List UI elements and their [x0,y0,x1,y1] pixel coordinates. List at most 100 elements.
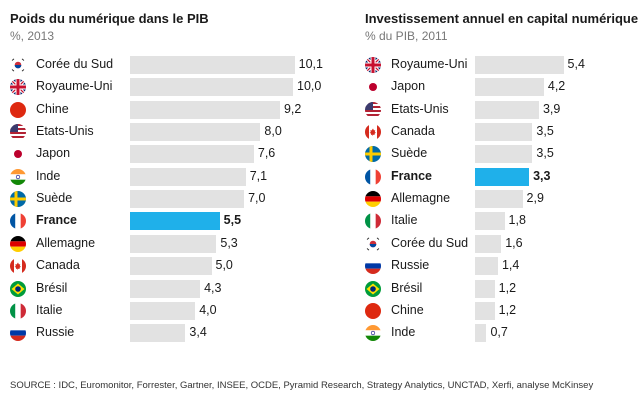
category-label: France [391,168,432,183]
data-label: 3,5 [536,146,554,161]
bar [475,301,495,320]
category-label: Canada [391,124,435,139]
category-label: Corée du Sud [391,235,469,250]
bar-row: Russie 3,4 [0,322,320,344]
bar-row: Chine 9,2 [0,99,320,121]
flag-uk-icon [365,57,381,73]
bar [130,279,201,298]
chart-title: Poids du numérique dans le PIB [10,11,209,26]
bar [130,78,293,97]
chart-subtitle: %, 2013 [10,29,55,43]
data-label: 1,6 [505,235,523,250]
bar [475,324,487,343]
bar [130,123,261,142]
data-label: 9,2 [283,101,302,116]
bar-row: Suède 3,5 [355,143,638,165]
flag-russia-icon [365,258,381,275]
flag-japan-icon [365,79,381,96]
data-label: 5,4 [567,57,585,71]
bar [130,145,254,164]
category-label: Corée du Sud [36,57,114,71]
bar [130,234,217,253]
category-label: Brésil [391,280,423,295]
category-label: Inde [36,168,61,183]
category-label: Russie [391,258,430,273]
bar [475,234,502,253]
bar [475,78,544,97]
bar-row: France 3,3 [355,166,638,188]
bar-row: Japon 4,2 [355,76,638,98]
category-label: Italie [391,213,418,228]
data-label: 10,0 [297,79,322,94]
data-label: 3,4 [189,325,207,340]
flag-korea-icon [10,57,26,73]
bar-row: Inde 0,7 [355,322,638,344]
bar [130,324,186,343]
category-label: Royaume-Uni [391,57,468,71]
category-label: Japon [391,79,426,94]
flag-sweden-icon [10,191,26,208]
flag-usa-icon [365,101,381,118]
bar-row: Chine 1,2 [355,300,638,322]
category-label: Russie [36,325,75,340]
category-label: Allemagne [391,191,451,206]
bar-row: Italie 4,0 [0,300,320,322]
data-label: 5,3 [220,235,238,250]
bar-row: Corée du Sud 1,6 [355,233,638,255]
flag-china-icon [365,302,381,319]
flag-korea-icon [365,235,381,252]
flag-usa-icon [10,124,26,141]
data-label: 8,0 [264,124,282,139]
data-label: 4,0 [199,302,217,317]
bar-row: Canada 5,0 [0,255,320,277]
data-label: 7,6 [257,146,276,161]
data-label: 3,5 [536,124,554,139]
category-label: Brésil [36,280,68,295]
bar [130,301,196,320]
category-label: Suède [391,146,428,161]
bar-row: Inde 7,1 [0,166,320,188]
bar-row: Royaume-Uni 5,4 [355,54,638,76]
category-label: Etats-Unis [36,124,94,139]
flag-germany-icon [10,235,26,252]
flag-china-icon [10,101,26,118]
category-label: Chine [391,302,424,317]
flag-france-icon [365,168,381,185]
category-label: Chine [36,101,69,116]
bar [130,56,295,74]
flag-canada-icon [365,124,381,141]
bar [475,279,495,298]
bar [130,190,245,209]
data-label: 10,1 [298,57,323,71]
bar [475,212,505,231]
bar [475,145,533,164]
bar-row: Canada 3,5 [355,121,638,143]
bar [130,167,246,186]
bar-row: Corée du Sud 10,1 [0,54,323,76]
bar [475,190,523,209]
data-label: 7,0 [248,191,266,206]
data-label: 1,2 [498,280,517,295]
data-label: 3,9 [542,101,561,116]
data-label: 5,0 [215,258,233,273]
bar-row: Allemagne 2,9 [355,188,638,210]
data-label: 1,8 [508,213,526,228]
bar-row: Etats-Unis 3,9 [355,99,638,121]
chart-title: Investissement annuel en capital numériq… [365,11,638,26]
data-label: 1,4 [501,258,520,273]
bar [475,123,533,142]
bar-row: Russie 1,4 [355,255,638,277]
data-label: 2,9 [526,191,544,206]
bar [475,167,530,186]
bar [130,212,220,231]
category-label: France [36,213,77,228]
category-label: Japon [36,146,71,161]
flag-india-icon [365,325,381,342]
bar-row: Royaume-Uni 10,0 [0,76,322,98]
bar-row: Suède 7,0 [0,188,320,210]
data-label: 4,2 [547,79,566,94]
bar [475,56,564,74]
flag-italy-icon [10,302,26,319]
category-label: Royaume-Uni [36,79,113,94]
category-label: Allemagne [36,235,96,250]
